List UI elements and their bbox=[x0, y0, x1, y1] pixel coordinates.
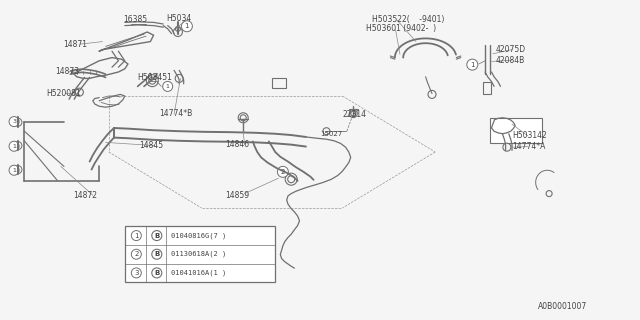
Text: 1: 1 bbox=[166, 84, 170, 89]
Text: 15027: 15027 bbox=[320, 131, 342, 137]
Circle shape bbox=[152, 268, 162, 278]
Text: H503601 (9402-  ): H503601 (9402- ) bbox=[366, 24, 436, 33]
Bar bbox=[125, 226, 275, 282]
Circle shape bbox=[131, 268, 141, 278]
Circle shape bbox=[76, 88, 83, 96]
Circle shape bbox=[152, 249, 162, 259]
Text: 14873: 14873 bbox=[56, 67, 80, 76]
Circle shape bbox=[238, 113, 248, 123]
Text: 14846: 14846 bbox=[225, 140, 250, 149]
Circle shape bbox=[428, 91, 436, 99]
Bar bbox=[490, 118, 542, 143]
Text: H503451: H503451 bbox=[138, 73, 172, 82]
Text: H503142: H503142 bbox=[512, 131, 547, 140]
Circle shape bbox=[467, 59, 478, 70]
Text: 14774*A: 14774*A bbox=[512, 142, 545, 151]
Circle shape bbox=[285, 173, 297, 185]
Text: 14845: 14845 bbox=[140, 141, 164, 150]
Text: 3: 3 bbox=[12, 119, 16, 124]
Text: 16385: 16385 bbox=[123, 15, 147, 24]
Text: B: B bbox=[154, 233, 159, 239]
Text: 1: 1 bbox=[12, 144, 16, 149]
Text: B: B bbox=[154, 270, 159, 276]
Circle shape bbox=[9, 116, 19, 127]
Text: H520081: H520081 bbox=[46, 89, 81, 98]
Circle shape bbox=[277, 166, 289, 177]
Text: 2: 2 bbox=[281, 169, 285, 175]
Text: 1: 1 bbox=[470, 62, 475, 68]
Text: 1: 1 bbox=[184, 23, 189, 29]
Text: H503522(    -9401): H503522( -9401) bbox=[372, 15, 445, 24]
Circle shape bbox=[173, 28, 182, 36]
Text: A0B0001007: A0B0001007 bbox=[538, 302, 587, 311]
Text: 22314: 22314 bbox=[342, 110, 367, 119]
Text: 1: 1 bbox=[134, 233, 139, 239]
Circle shape bbox=[14, 141, 22, 150]
Text: 42075D: 42075D bbox=[496, 45, 526, 54]
Circle shape bbox=[147, 75, 158, 87]
Circle shape bbox=[14, 166, 22, 174]
Circle shape bbox=[14, 118, 22, 126]
Circle shape bbox=[131, 249, 141, 259]
Text: 14872: 14872 bbox=[74, 191, 98, 200]
Circle shape bbox=[149, 77, 156, 84]
Text: 42084B: 42084B bbox=[496, 56, 525, 65]
Bar bbox=[483, 82, 491, 94]
Text: 14859: 14859 bbox=[225, 191, 250, 200]
Text: 01041016A(1 ): 01041016A(1 ) bbox=[171, 270, 226, 276]
Text: 2: 2 bbox=[134, 251, 138, 257]
Circle shape bbox=[9, 165, 19, 175]
Text: B: B bbox=[154, 251, 159, 257]
Text: 1: 1 bbox=[12, 168, 16, 173]
Circle shape bbox=[152, 231, 162, 241]
Circle shape bbox=[131, 231, 141, 241]
Text: 3: 3 bbox=[134, 270, 139, 276]
Text: 01130618A(2 ): 01130618A(2 ) bbox=[171, 251, 226, 258]
Text: 14871: 14871 bbox=[63, 40, 87, 49]
Circle shape bbox=[349, 109, 357, 118]
Circle shape bbox=[503, 143, 511, 151]
Text: H5034: H5034 bbox=[166, 14, 191, 23]
Circle shape bbox=[163, 81, 173, 92]
Circle shape bbox=[181, 21, 193, 32]
Text: 14774*B: 14774*B bbox=[159, 109, 192, 118]
Circle shape bbox=[175, 75, 183, 83]
Bar bbox=[272, 78, 286, 88]
Circle shape bbox=[323, 128, 330, 135]
Text: 01040816G(7 ): 01040816G(7 ) bbox=[171, 232, 226, 239]
Circle shape bbox=[9, 141, 19, 151]
